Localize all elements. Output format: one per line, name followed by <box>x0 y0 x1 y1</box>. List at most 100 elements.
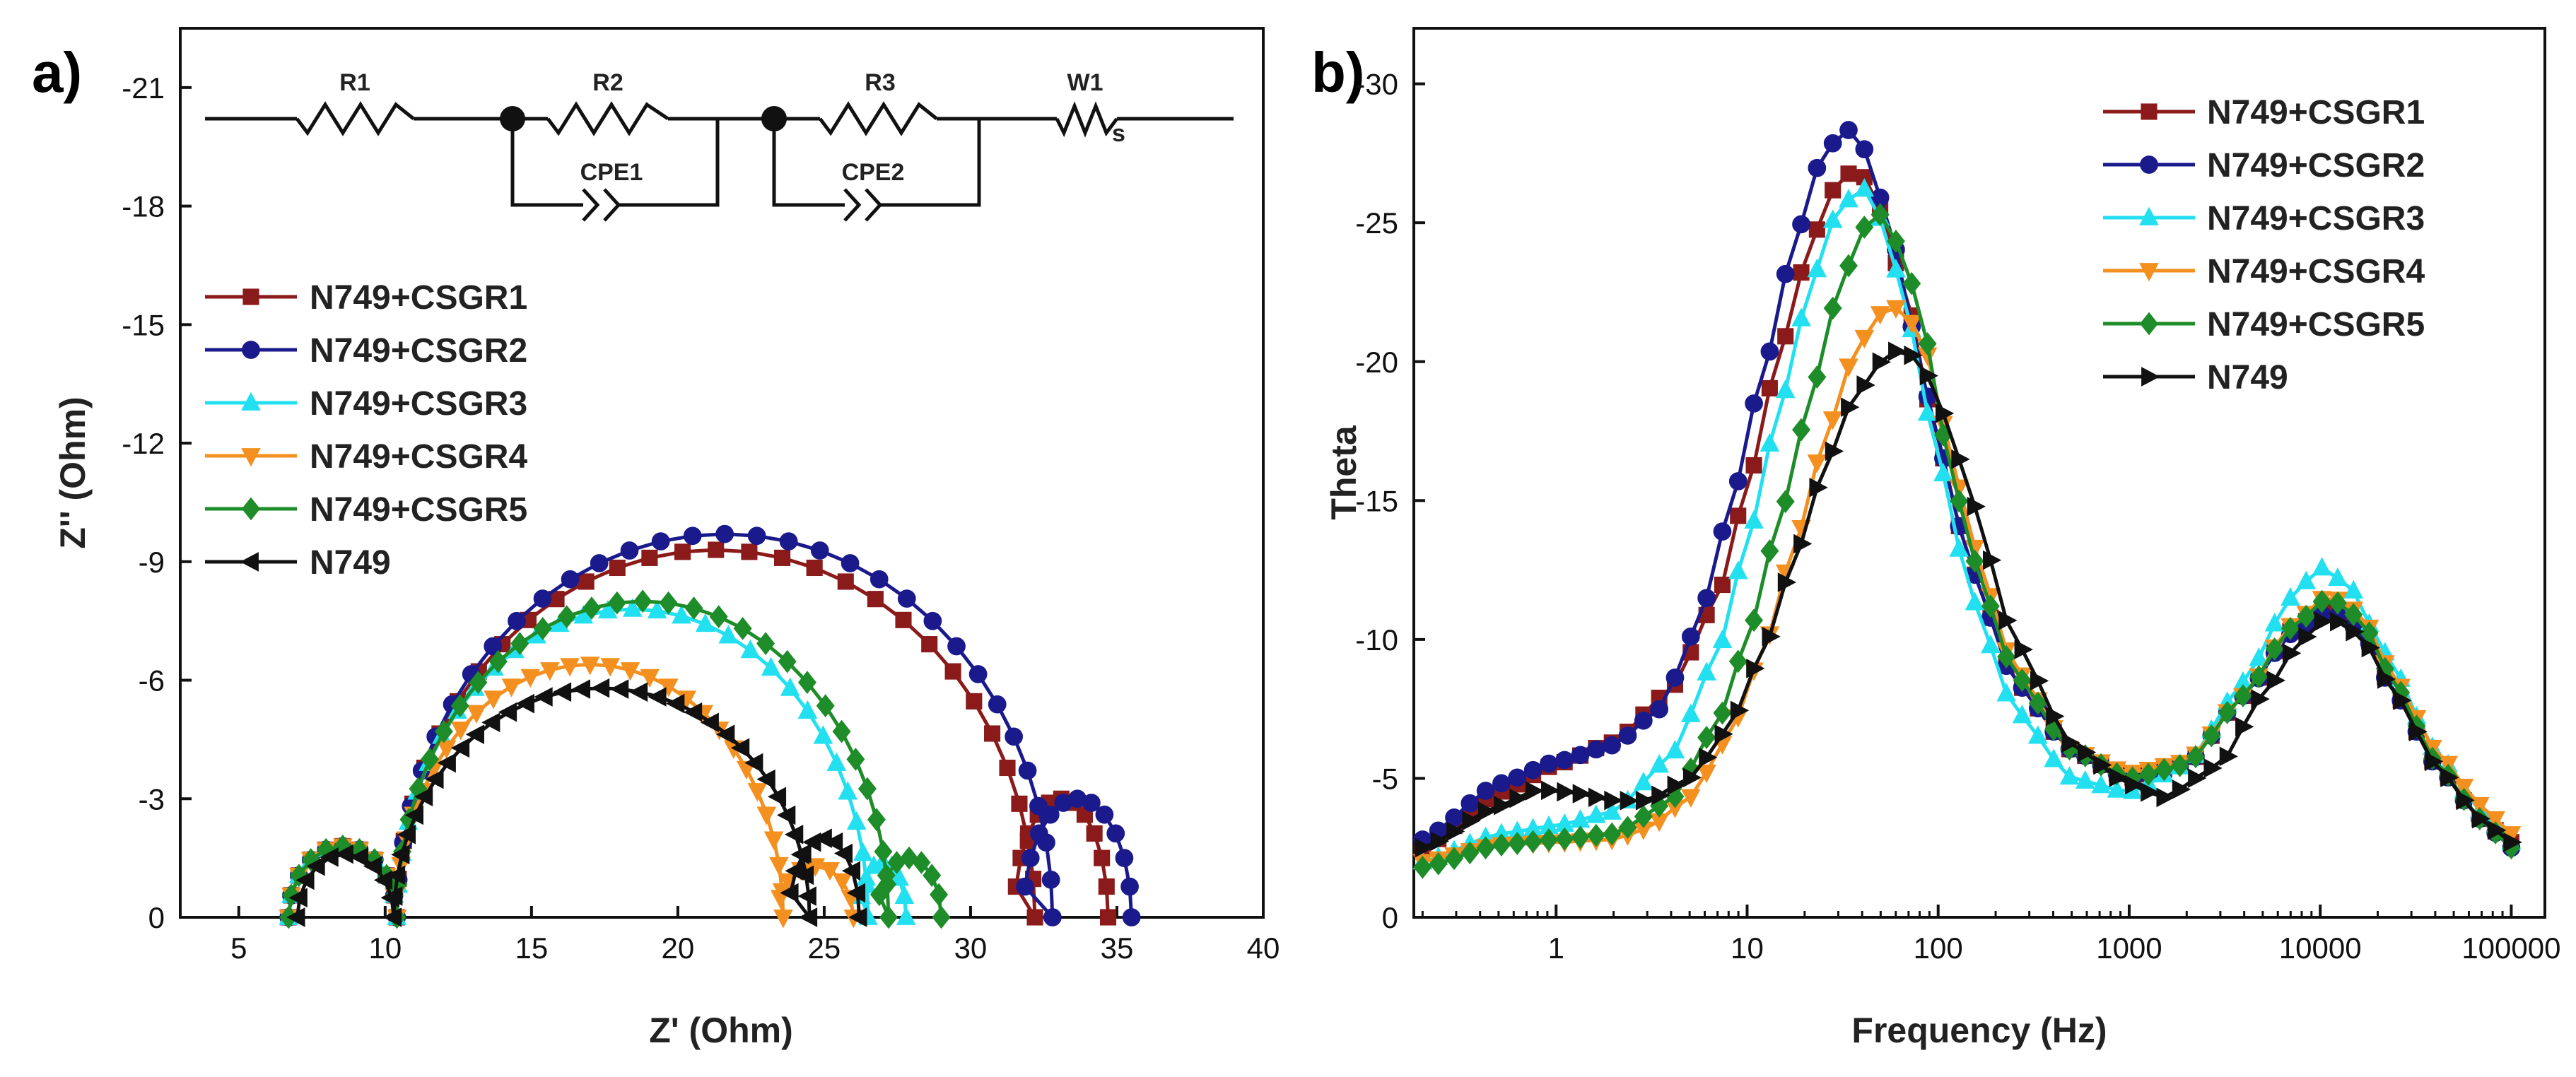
nyquist-point <box>773 910 793 929</box>
nyquist-point <box>895 611 912 628</box>
nyquist-point <box>450 738 470 758</box>
bode-point <box>1760 432 1780 452</box>
bode-point <box>2233 684 2252 707</box>
nyquist-point <box>923 864 942 888</box>
bode-point <box>1730 700 1750 721</box>
nyquist-point <box>968 665 988 683</box>
bode-point <box>1587 740 1605 759</box>
legend-a-label-csgr5: N749+CSGR5 <box>310 491 527 529</box>
nyquist-point <box>580 657 600 676</box>
nyquist-point <box>912 851 931 874</box>
bode-point <box>1557 782 1576 802</box>
bode-point <box>1651 785 1670 806</box>
bode-point <box>1981 594 2000 618</box>
bode-point <box>2044 748 2063 767</box>
nyquist-point <box>923 611 942 630</box>
nyquist-point <box>515 693 534 714</box>
nyquist-point <box>1120 877 1139 896</box>
bode-point <box>1728 560 1748 579</box>
bode-line-n749-csgr4 <box>1422 305 2513 864</box>
legend-marker-shape <box>242 497 260 521</box>
nyquist-point <box>784 825 804 844</box>
bode-point <box>1744 510 1764 529</box>
legend-b-label-n749: N749 <box>2207 359 2288 396</box>
bode-point <box>2328 591 2347 615</box>
bode-point <box>1807 454 1827 473</box>
bode-point <box>1603 736 1622 755</box>
legend-a-entry-csgr1: N749+CSGR1 <box>205 279 527 317</box>
nyquist-plot-frame <box>179 27 1265 919</box>
nyquist-point <box>733 616 752 640</box>
circuit-warburg-w1 <box>1055 101 1118 138</box>
nyquist-point <box>286 907 305 927</box>
bode-point <box>2312 589 2331 613</box>
bode-point <box>1492 774 1511 793</box>
nyquist-ytick-label: -3 <box>139 782 165 816</box>
bode-point <box>1855 216 1874 239</box>
bode-point <box>1792 418 1811 442</box>
nyquist-point <box>421 747 439 771</box>
nyquist-ytick-label: -12 <box>122 427 165 460</box>
legend-b-marker-csgr2 <box>2140 155 2158 174</box>
bode-point <box>1998 611 2018 630</box>
legend-marker-shape <box>2141 367 2160 387</box>
bode-point <box>1523 760 1542 779</box>
bode-point <box>2314 611 2333 632</box>
bode-point <box>1603 822 1622 846</box>
nyquist-point <box>932 905 951 929</box>
bode-point <box>1634 711 1653 730</box>
nyquist-point <box>648 687 667 707</box>
bode-point <box>1933 462 1953 482</box>
bode-xlabel: Frequency (Hz) <box>1851 1011 2107 1050</box>
nyquist-point <box>633 589 652 613</box>
nyquist-point <box>897 589 916 608</box>
nyquist-point <box>488 649 508 673</box>
nyquist-point <box>785 861 804 881</box>
bode-point <box>1761 379 1778 396</box>
bode-point <box>1714 576 1731 594</box>
bode-point <box>1823 134 1842 153</box>
nyquist-point <box>708 541 725 558</box>
bode-point <box>2077 742 2097 763</box>
bode-point <box>2141 782 2160 802</box>
nyquist-point <box>856 867 877 886</box>
circuit-label-r1: R1 <box>339 69 370 96</box>
bode-point <box>2219 746 2239 767</box>
nyquist-point <box>540 662 560 681</box>
bode-point <box>1854 178 1875 197</box>
nyquist-point <box>465 724 484 745</box>
bode-point <box>1586 804 1606 823</box>
bode-point <box>2329 611 2349 632</box>
bode-point <box>2486 811 2505 830</box>
bode-point <box>1555 751 1574 770</box>
bode-point <box>2297 604 2316 628</box>
legend-b-label-csgr3: N749+CSGR3 <box>2207 200 2425 237</box>
legend-b-marker-csgr1 <box>2141 103 2158 120</box>
legend-b-entry-n749: N749 <box>2103 359 2288 396</box>
bode-point <box>1540 754 1558 773</box>
legend-b-marker-csgr5 <box>2140 312 2158 336</box>
nyquist-point <box>695 613 715 632</box>
bode-point <box>2266 670 2285 690</box>
nyquist-point <box>857 777 877 801</box>
bode-point <box>1413 855 1432 879</box>
nyquist-point <box>806 559 823 577</box>
legend-marker-shape <box>242 288 259 305</box>
bode-point <box>1996 683 2017 702</box>
nyquist-point <box>1122 908 1141 926</box>
nyquist-point <box>609 559 626 577</box>
nyquist-point <box>1041 805 1060 824</box>
legend-marker-shape <box>240 552 259 572</box>
nyquist-series-n749 <box>286 678 867 927</box>
bode-point <box>1649 754 1669 773</box>
bode-point <box>2264 613 2285 632</box>
bode-point <box>1777 572 1797 592</box>
nyquist-point <box>747 783 768 802</box>
legend-marker-shape <box>2140 155 2158 174</box>
bode-point <box>1823 296 1842 320</box>
nyquist-point <box>709 605 728 629</box>
bode-point <box>1429 852 1448 876</box>
nyquist-point <box>1043 908 1062 926</box>
nyquist-point <box>647 599 667 619</box>
nyquist-point <box>741 543 758 560</box>
